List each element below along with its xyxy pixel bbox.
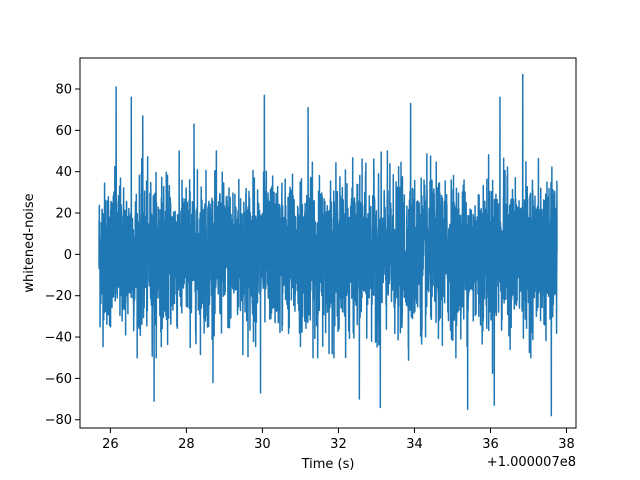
x-tick-label: 32 [330,437,347,452]
y-tick-label: −20 [45,289,72,304]
x-axis-label: Time (s) [301,457,355,472]
y-tick-label: −40 [45,331,72,346]
y-tick-label: 0 [64,248,72,263]
y-tick-label: −80 [45,413,72,428]
series-line-whitened-noise [98,73,558,417]
y-tick-label: 40 [55,165,72,180]
y-axis: −80 −60 −40 −20 0 20 40 60 80 [45,83,80,428]
y-tick-label: −60 [45,372,72,387]
x-tick-label: 26 [102,437,119,452]
y-tick-label: 20 [55,207,72,222]
x-tick-label: 36 [482,437,499,452]
x-tick-label: 38 [558,437,575,452]
x-axis: 26 28 30 32 34 36 38 [102,428,575,452]
x-offset-label: +1.000007e8 [487,455,576,470]
plot-frame [79,57,577,429]
y-tick-label: 60 [55,124,72,139]
y-tick-label: 80 [55,83,72,98]
x-tick-label: 30 [254,437,271,452]
x-tick-label: 28 [178,437,195,452]
x-tick-label: 34 [406,437,423,452]
y-axis-label: whitened-noise [22,193,37,292]
series-layer [98,73,558,417]
